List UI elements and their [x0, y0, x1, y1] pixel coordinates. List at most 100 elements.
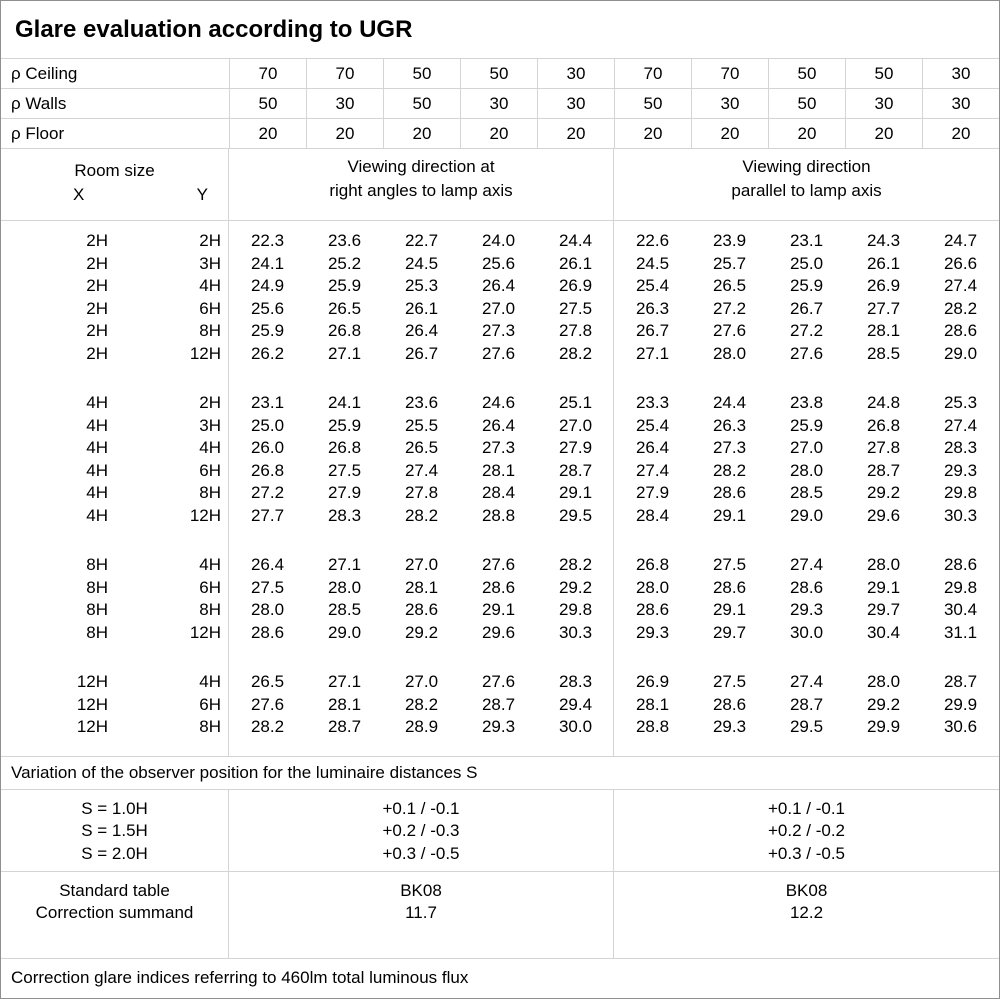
ugr-value-parallel: 29.7 [712, 622, 747, 642]
ugr-value-parallel: 25.9 [789, 415, 824, 435]
room-size-y: 4H [199, 438, 221, 457]
ugr-value-perpendicular: 26.2 [250, 343, 285, 363]
room-size-y: 8H [199, 321, 221, 340]
room-size-x: 8H [86, 622, 108, 642]
table-row: 12H 4H 26.5 27.1 27.0 27.6 28.3 26.9 27.5 27.4 28.… [1, 671, 999, 694]
ugr-value-perpendicular: 28.2 [404, 505, 439, 525]
room-size-y: 3H [199, 415, 221, 435]
ugr-value-perpendicular: 26.9 [558, 276, 593, 295]
summary-labels-column: Standard table Correction summand [1, 871, 229, 958]
ugr-data-blocks: 2H 2H 22.3 23.6 22.7 24.0 24.4 22.6 23.9 23.1 24.3… [1, 230, 999, 739]
room-size-x: 4H [86, 415, 108, 435]
y-axis-label: Y [196, 185, 208, 204]
ugr-value-parallel: 28.6 [635, 600, 670, 619]
ugr-value-perpendicular: 28.4 [481, 483, 516, 502]
ugr-value-perpendicular: 27.1 [327, 555, 362, 574]
room-size-x: 12H [76, 694, 108, 714]
correction-summand-label: Correction summand [35, 903, 194, 922]
ugr-value-perpendicular: 29.3 [481, 717, 516, 736]
ugr-value-perpendicular: 25.9 [327, 415, 362, 435]
ugr-value-perpendicular: 28.6 [404, 600, 439, 619]
ugr-value-perpendicular: 22.7 [404, 231, 439, 250]
ugr-value-perpendicular: 25.0 [250, 415, 285, 435]
ugr-value-parallel: 28.6 [789, 577, 824, 597]
ugr-value-perpendicular: 27.5 [327, 460, 362, 480]
reflectance-value: 30 [922, 59, 999, 88]
ugr-value-perpendicular: 28.0 [250, 600, 285, 619]
ugr-value-perpendicular: 26.5 [327, 298, 362, 318]
s-distance-label: S = 1.0H [81, 798, 148, 818]
ugr-value-parallel: 26.8 [635, 555, 670, 574]
ugr-value-perpendicular: 22.3 [250, 231, 285, 250]
ugr-value-parallel: 27.4 [943, 276, 978, 295]
ugr-value-parallel: 26.7 [635, 321, 670, 340]
ugr-value-parallel: 27.8 [866, 438, 901, 457]
ugr-value-perpendicular: 26.8 [250, 460, 285, 480]
ugr-value-parallel: 28.8 [635, 717, 670, 736]
ugr-value-perpendicular: 29.6 [481, 622, 516, 642]
table-row: 8H 6H 27.5 28.0 28.1 28.6 29.2 28.0 28.6 28.6 29.1… [1, 577, 999, 600]
reflectance-value: 20 [306, 119, 383, 148]
room-size-y: 6H [199, 298, 221, 318]
room-size-x: 8H [86, 577, 108, 597]
ugr-value-perpendicular: 26.5 [250, 672, 285, 691]
s-variation-perpendicular: +0.3 / -0.5 [382, 843, 460, 863]
ugr-value-parallel: 27.1 [635, 343, 670, 363]
reflectance-value: 70 [614, 59, 691, 88]
page-title: Glare evaluation according to UGR [15, 15, 413, 43]
room-size-y: 4H [199, 276, 221, 295]
ugr-value-perpendicular: 30.3 [558, 622, 593, 642]
ugr-value-perpendicular: 26.4 [481, 276, 516, 295]
ugr-value-perpendicular: 29.2 [404, 622, 439, 642]
ugr-value-parallel: 26.3 [712, 415, 747, 435]
ugr-value-parallel: 23.3 [635, 393, 670, 412]
ugr-value-perpendicular: 24.1 [250, 253, 285, 273]
room-size-x: 4H [86, 483, 108, 502]
room-size-y: 2H [199, 393, 221, 412]
ugr-value-parallel: 27.2 [789, 321, 824, 340]
room-size-y: 8H [199, 483, 221, 502]
reflectance-value: 20 [537, 119, 614, 148]
ugr-value-perpendicular: 24.5 [404, 253, 439, 273]
ugr-value-perpendicular: 28.5 [327, 600, 362, 619]
reflectance-value: 50 [614, 89, 691, 118]
reflectance-value: 70 [229, 59, 306, 88]
ugr-value-perpendicular: 27.3 [481, 321, 516, 340]
ugr-value-parallel: 28.6 [712, 577, 747, 597]
ugr-value-perpendicular: 24.1 [327, 393, 362, 412]
parallel-header-line1: Viewing direction [742, 157, 871, 176]
ugr-value-parallel: 29.8 [943, 483, 978, 502]
ugr-value-parallel: 30.4 [943, 600, 978, 619]
room-size-y: 6H [199, 577, 221, 597]
ugr-value-parallel: 24.5 [635, 253, 670, 273]
room-size-y: 8H [199, 717, 221, 736]
ugr-value-parallel: 27.6 [789, 343, 824, 363]
reflectance-value: 50 [845, 59, 922, 88]
ugr-value-parallel: 28.0 [635, 577, 670, 597]
room-size-y: 6H [199, 694, 221, 714]
reflectance-value: 30 [845, 89, 922, 118]
room-size-y: 6H [199, 460, 221, 480]
ugr-value-parallel: 29.2 [866, 694, 901, 714]
table-row: 12H 8H 28.2 28.7 28.9 29.3 30.0 28.8 29.3 29.5 29.… [1, 716, 999, 739]
room-size-y: 8H [199, 600, 221, 619]
ugr-value-parallel: 28.0 [866, 555, 901, 574]
room-size-x: 8H [86, 555, 108, 574]
ugr-value-perpendicular: 29.8 [558, 600, 593, 619]
reflectance-value: 20 [229, 119, 306, 148]
table-row: 12H 6H 27.6 28.1 28.2 28.7 29.4 28.1 28.6 28.7 29.… [1, 694, 999, 717]
ugr-value-perpendicular: 28.1 [404, 577, 439, 597]
ugr-value-perpendicular: 25.5 [404, 415, 439, 435]
ugr-value-parallel: 28.0 [789, 460, 824, 480]
ugr-value-parallel: 24.8 [866, 393, 901, 412]
table-row: 2H 4H 24.9 25.9 25.3 26.4 26.9 25.4 26.5 25.9 26.9… [1, 275, 999, 298]
standard-table-perpendicular: BK08 [400, 880, 442, 900]
ugr-value-parallel: 29.2 [866, 483, 901, 502]
ugr-value-parallel: 25.4 [635, 276, 670, 295]
ugr-value-perpendicular: 24.4 [558, 231, 593, 250]
ugr-row-group: 12H 4H 26.5 27.1 27.0 27.6 28.3 26.9 27.5 27.4 28.… [1, 671, 999, 739]
table-row: 4H 4H 26.0 26.8 26.5 27.3 27.9 26.4 27.3 27.0 27.8… [1, 437, 999, 460]
s-variation-perpendicular-column: +0.1 / -0.1 +0.2 / -0.3 +0.3 / -0.5 [229, 789, 614, 871]
room-size-x: 12H [76, 672, 108, 691]
perpendicular-direction-header: Viewing direction at right angles to lam… [229, 149, 614, 220]
